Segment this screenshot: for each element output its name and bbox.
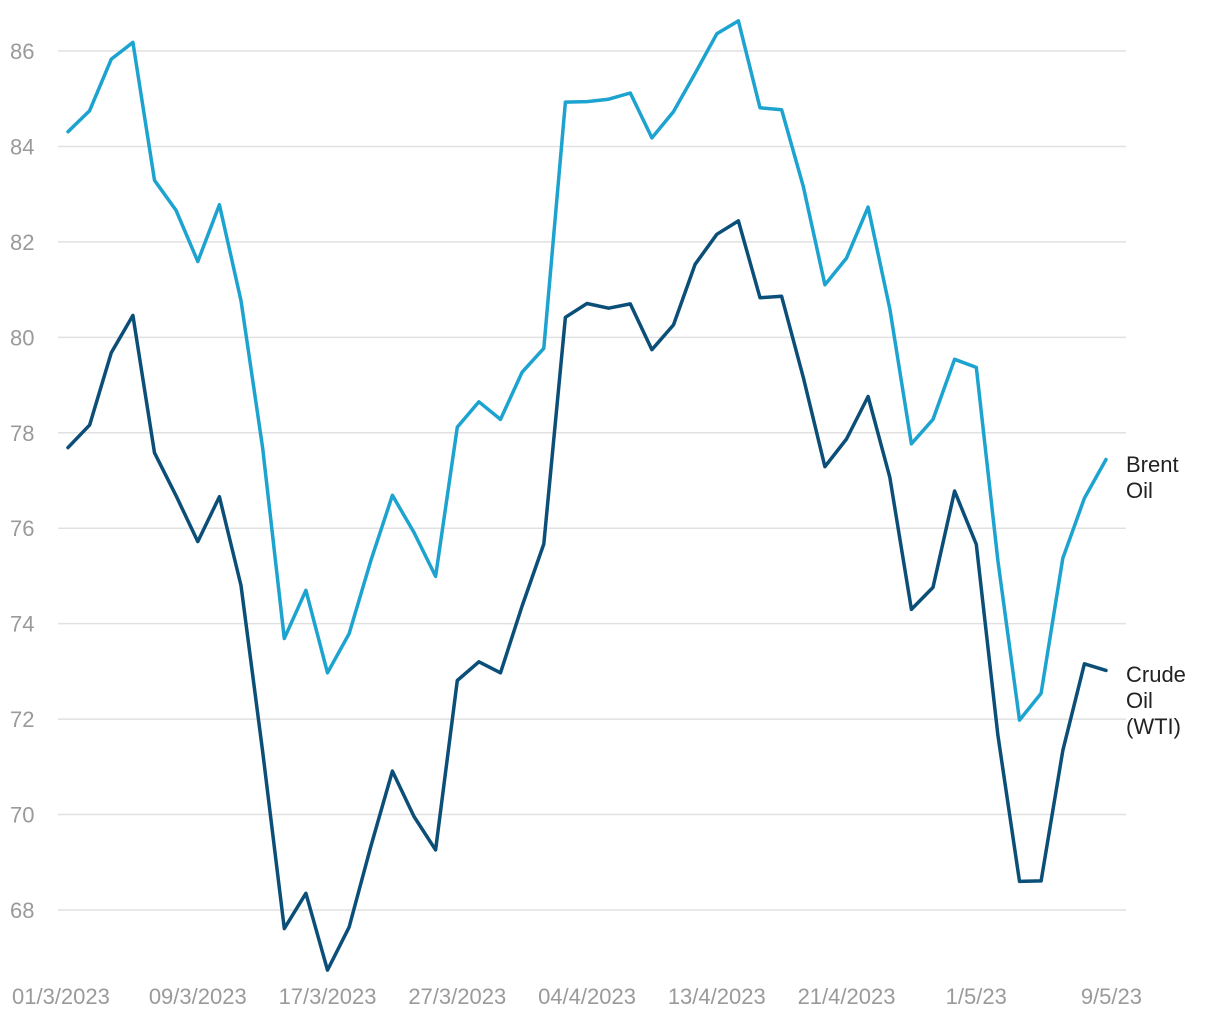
series-label-line: Oil — [1126, 478, 1153, 503]
y-tick-label: 82 — [10, 230, 34, 255]
y-tick-label: 78 — [10, 421, 34, 446]
series-lines — [66, 19, 1108, 972]
x-axis-tick-labels: 01/3/2023 09/3/2023 17/3/2023 27/3/2023 04/4… — [12, 984, 1142, 1009]
series-line-crude-oil-wti — [66, 219, 1108, 972]
x-tick-label: 04/4/2023 — [538, 984, 636, 1009]
x-tick-label: 09/3/2023 — [149, 984, 247, 1009]
y-tick-label: 84 — [10, 134, 34, 159]
y-tick-label: 74 — [10, 612, 34, 637]
x-tick-label: 13/4/2023 — [668, 984, 766, 1009]
x-tick-label: 17/3/2023 — [279, 984, 377, 1009]
series-line-brent-oil — [66, 19, 1108, 722]
series-label-brent-oil: Brent Oil — [1126, 452, 1179, 503]
y-tick-label: 86 — [10, 39, 34, 64]
series-label-crude-oil-wti: Crude Oil (WTI) — [1126, 662, 1186, 739]
y-tick-label: 70 — [10, 803, 34, 828]
series-label-line: Crude — [1126, 662, 1186, 687]
x-tick-label: 9/5/23 — [1081, 984, 1142, 1009]
y-tick-label: 68 — [10, 898, 34, 923]
y-tick-label: 76 — [10, 516, 34, 541]
x-tick-label: 01/3/2023 — [12, 984, 110, 1009]
x-tick-label: 21/4/2023 — [798, 984, 896, 1009]
y-axis-tick-labels: 68 70 72 74 76 78 80 82 84 86 — [10, 39, 34, 923]
gridlines — [58, 50, 1126, 911]
series-label-line: (WTI) — [1126, 714, 1181, 739]
y-tick-label: 80 — [10, 325, 34, 350]
x-tick-label: 1/5/23 — [946, 984, 1007, 1009]
series-label-line: Oil — [1126, 688, 1153, 713]
x-tick-label: 27/3/2023 — [408, 984, 506, 1009]
y-tick-label: 72 — [10, 707, 34, 732]
series-label-line: Brent — [1126, 452, 1179, 477]
